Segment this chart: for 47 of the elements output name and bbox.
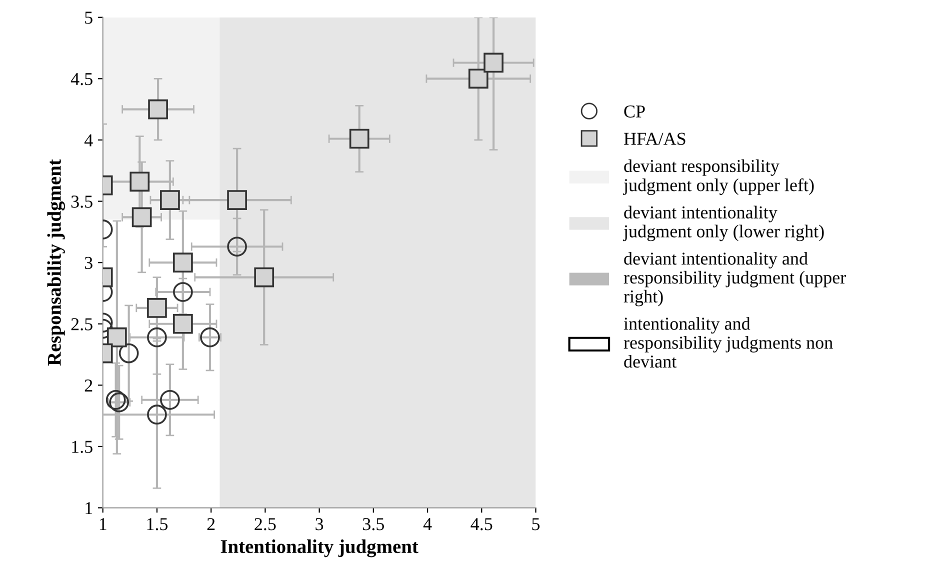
x-tick-label: 5 [532,518,540,530]
y-tick-label: 3.5 [71,196,92,208]
text: deviant intentionality judgment only (lower right) [622,206,824,242]
point [132,207,152,228]
point [160,390,180,410]
point [227,236,247,257]
x-tick-label: 4.5 [470,518,492,530]
y-tick-label: 2.5 [71,318,92,330]
y-tick-label: 4 [84,134,93,146]
point [147,327,167,348]
point [147,404,167,425]
x-tick-label: 3.5 [362,518,384,530]
x-axis-title: Intentionality judgment [220,539,418,558]
x-tick-label: 4 [423,518,432,530]
point [173,252,193,273]
point [173,282,193,302]
y-axis-title: Responsability judgment [47,159,66,366]
point [200,327,220,348]
point [160,190,180,210]
point [118,343,139,364]
point [349,128,370,149]
x-tick-label: 1 [100,518,106,530]
y-tick-label: 3 [84,256,92,270]
x-tick-label: 2 [207,518,215,530]
text: deviant intentionality and responsibility judgment (upper right) [624,252,846,306]
point [148,99,168,120]
text: intentionality and responsibility judgments non deviant [624,317,833,368]
point [106,390,126,410]
x-tick-label: 3 [316,518,324,530]
y-tick-label: 1.5 [72,440,92,454]
point [468,68,488,89]
y-tick-label: 4.5 [70,73,92,86]
y-tick-label: 1 [86,502,92,514]
legend-label: HFA/AS [624,132,686,145]
y-tick-label: 2 [84,379,92,392]
point [484,52,504,73]
legend-label: CP [624,105,645,118]
point [106,327,127,348]
point [173,314,193,334]
text: deviant responsibility judgment only (upper left) [622,159,814,195]
x-tick-label: 2.5 [254,518,276,530]
x-tick-label: 1.5 [147,518,168,530]
point [130,172,150,192]
point [254,267,274,288]
y-tick-label: 5 [85,12,92,24]
point [147,298,167,318]
point [227,190,247,210]
